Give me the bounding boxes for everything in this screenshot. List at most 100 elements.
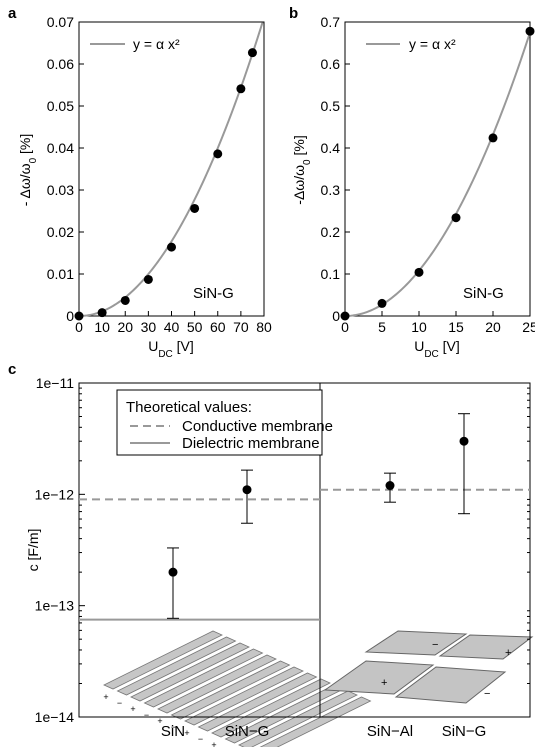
panel-a-xlabel: UDC [V] bbox=[148, 338, 194, 360]
panel-a-ytick-label-7: 0.07 bbox=[47, 14, 74, 30]
panel-a-xtick-label-2: 20 bbox=[117, 319, 133, 335]
panel-a-point-4 bbox=[167, 242, 176, 252]
panel-b-xtick-label-2: 10 bbox=[411, 319, 427, 335]
plate-mark-4: − bbox=[484, 688, 490, 700]
panel-a: a 0 10 20 30 40 50 60 70 80 0 0.01 0.02 0.03 0.04 0.05… bbox=[8, 5, 272, 360]
panel-a-ytick-label-2: 0.02 bbox=[47, 224, 74, 240]
panel-b-ytick-label-2: 0.2 bbox=[321, 224, 341, 240]
panel-c-plot: 1e−14 1e−13 1e−12 1e−11 SiN SiN−G SiN−Al SiN−G bbox=[35, 375, 531, 740]
panel-b-legend: y = α x² bbox=[366, 36, 456, 52]
panel-b-frame bbox=[344, 21, 531, 317]
strip-mark-4: + bbox=[157, 716, 162, 726]
panel-b-ytick-label-6: 0.6 bbox=[321, 56, 341, 72]
panel-a-point-1 bbox=[97, 308, 107, 318]
strip-mark-6: + bbox=[184, 728, 189, 738]
panel-b-xtick-label-0: 0 bbox=[341, 319, 349, 335]
panel-b-ytick-label-4: 0.4 bbox=[321, 140, 341, 156]
panel-a-xtick-label-6: 60 bbox=[210, 319, 226, 335]
panel-a-ytick-label-4: 0.04 bbox=[47, 140, 74, 156]
panel-a-xtick-label-4: 40 bbox=[164, 319, 180, 335]
panel-c-ylabel: c [F/m] bbox=[25, 529, 41, 572]
panel-a-ylabel: - Δω/ω0 [%] bbox=[17, 134, 39, 207]
panel-a-xtick-label-7: 70 bbox=[233, 319, 249, 335]
strip-mark-8: + bbox=[211, 740, 216, 747]
strip-mark-0: + bbox=[103, 692, 108, 702]
panel-c-frame bbox=[78, 382, 531, 718]
panel-b: b 0 5 10 15 20 25 0 0.1 0.2 0.3 0.4 0.5 0.6 0.7 y = α… bbox=[289, 5, 535, 360]
panel-c-point-0-1 bbox=[242, 485, 252, 495]
panel-b-legend-text: y = α x² bbox=[409, 36, 456, 52]
panel-a-legend: y = α x² bbox=[90, 36, 180, 52]
panel-b-point-3 bbox=[451, 213, 461, 223]
panel-b-xtick-label-4: 20 bbox=[485, 319, 501, 335]
strip-1 bbox=[116, 636, 237, 696]
panel-b-point-2 bbox=[414, 267, 424, 277]
plate-membrane-diagram: − + + − bbox=[323, 630, 534, 704]
panel-a-legend-text: y = α x² bbox=[133, 36, 180, 52]
strip-10 bbox=[238, 690, 358, 747]
panel-a-point-3 bbox=[143, 274, 153, 284]
strip-3 bbox=[143, 648, 264, 708]
strip-membrane-diagram: −+−+−+−+−+−+ bbox=[103, 630, 372, 747]
panel-a-xtick-label-3: 30 bbox=[141, 319, 157, 335]
panel-b-ytick-label-7: 0.7 bbox=[321, 14, 341, 30]
strip-4 bbox=[157, 654, 277, 714]
panel-a-fit-curve bbox=[78, 22, 264, 317]
panel-a-ytick-label-6: 0.06 bbox=[47, 56, 74, 72]
strip-mark-1: − bbox=[117, 698, 122, 708]
panel-a-annotation: SiN-G bbox=[193, 285, 234, 302]
panel-b-point-5 bbox=[525, 26, 535, 36]
panel-b-xtick-label-3: 15 bbox=[448, 319, 464, 335]
strip-6 bbox=[184, 666, 304, 726]
panel-c-category-label-0-1: SiN−G bbox=[225, 723, 270, 740]
panel-c-point-1-1 bbox=[459, 436, 469, 446]
strip-5 bbox=[170, 660, 291, 720]
plate-back-left bbox=[364, 630, 468, 656]
panel-b-point-0 bbox=[340, 311, 350, 321]
panel-a-frame bbox=[78, 21, 265, 317]
panel-b-ytick-label-5: 0.5 bbox=[321, 98, 341, 114]
panel-c-point-0-0 bbox=[168, 567, 178, 577]
plate-front-left bbox=[323, 660, 435, 695]
panel-b-plot: 0 5 10 15 20 25 0 0.1 0.2 0.3 0.4 0.5 0.6 0.7 bbox=[321, 14, 535, 335]
panel-c-label: c bbox=[8, 361, 16, 378]
panel-c-legend: Theoretical values: Conductive membrane … bbox=[116, 389, 333, 456]
panel-b-point-1 bbox=[377, 298, 387, 308]
plate-mark-2: + bbox=[505, 647, 511, 659]
panel-b-xtick-label-5: 25 bbox=[522, 319, 535, 335]
strip-11 bbox=[259, 696, 372, 747]
panel-a-plot: 0 10 20 30 40 50 60 70 80 0 0.01 0.02 0.03 0.04 0.05 0.… bbox=[47, 14, 272, 335]
panel-a-point-5 bbox=[190, 203, 200, 213]
panel-b-ytick-label-1: 0.1 bbox=[321, 266, 341, 282]
panel-a-label: a bbox=[8, 5, 17, 22]
panel-c-category-label-0-0: SiN bbox=[161, 723, 185, 740]
strip-8 bbox=[211, 678, 331, 738]
panel-b-annotation: SiN-G bbox=[463, 285, 504, 302]
panel-a-xtick-label-1: 10 bbox=[94, 319, 110, 335]
panel-a-xtick-label-8: 80 bbox=[256, 319, 272, 335]
strip-mark-2: + bbox=[130, 704, 135, 714]
strip-mark-7: − bbox=[198, 734, 203, 744]
panel-a-point-2 bbox=[120, 295, 130, 305]
panel-a-ytick-label-5: 0.05 bbox=[47, 98, 74, 114]
panel-b-ytick-label-3: 0.3 bbox=[321, 182, 341, 198]
panel-a-ytick-label-3: 0.03 bbox=[47, 182, 74, 198]
strip-mark-3: − bbox=[144, 710, 149, 720]
legend-conductive-text: Conductive membrane bbox=[182, 418, 333, 435]
plate-mark-1: − bbox=[432, 639, 438, 651]
panel-a-point-6 bbox=[213, 149, 223, 159]
panel-a-xtick-label-5: 50 bbox=[187, 319, 203, 335]
strip-2 bbox=[130, 642, 250, 702]
panel-b-xlabel: UDC [V] bbox=[414, 338, 460, 360]
panel-c-ytick-label-0: 1e−14 bbox=[35, 709, 75, 725]
panel-c-ytick-label-1: 1e−13 bbox=[35, 598, 75, 614]
panel-c-legend-box bbox=[116, 389, 323, 456]
plate-front-right bbox=[394, 666, 507, 704]
panel-c-legend-title: Theoretical values: bbox=[126, 399, 252, 416]
panel-a-ytick-label-1: 0.01 bbox=[47, 266, 74, 282]
legend-dielectric-text: Dielectric membrane bbox=[182, 435, 320, 452]
panel-a-ytick-label-0: 0 bbox=[66, 308, 74, 324]
plate-mark-3: + bbox=[381, 677, 387, 689]
panel-c-ytick-label-2: 1e−12 bbox=[35, 486, 75, 502]
